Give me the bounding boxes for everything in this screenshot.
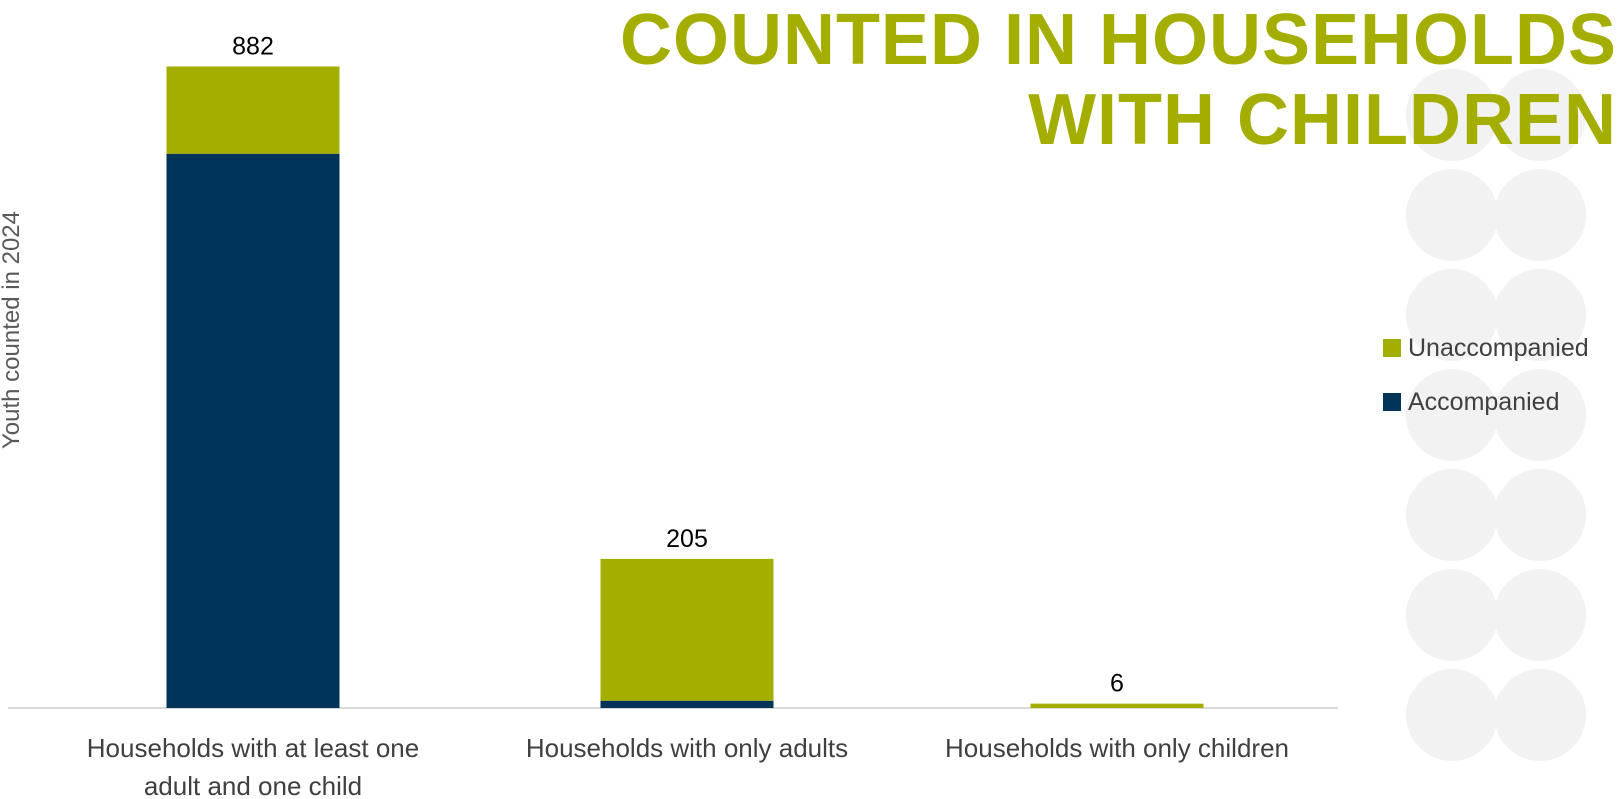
decor-dot — [1494, 269, 1586, 361]
decor-dot — [1406, 69, 1498, 161]
legend-swatch-unaccompanied — [1383, 339, 1401, 357]
decor-dot — [1494, 369, 1586, 461]
bar-segment-accompanied — [166, 153, 340, 709]
legend-swatch-accompanied — [1383, 393, 1401, 411]
legend-label-unaccompanied: Unaccompanied — [1408, 333, 1589, 362]
x-tick-label: Households with only children — [945, 733, 1289, 763]
decor-dot — [1494, 69, 1586, 161]
legend-label-accompanied: Accompanied — [1408, 387, 1560, 416]
decor-dot — [1406, 569, 1498, 661]
decor-dot — [1494, 169, 1586, 261]
decor-dot — [1406, 669, 1498, 761]
bar-segment-accompanied — [600, 700, 774, 708]
decor-dot — [1406, 269, 1498, 361]
legend-item-unaccompanied: Unaccompanied — [1383, 321, 1589, 375]
chart-title-line-2: WITH CHILDREN — [1028, 80, 1617, 160]
legend-item-accompanied: Accompanied — [1383, 375, 1589, 429]
decor-dot — [1406, 469, 1498, 561]
decor-dot — [1494, 669, 1586, 761]
decor-dot — [1494, 469, 1586, 561]
decor-dot — [1494, 569, 1586, 661]
chart-title: COUNTED IN HOUSEHOLDS WITH CHILDREN — [620, 0, 1617, 160]
bar-total-label: 6 — [1110, 670, 1124, 698]
bar-total-label: 205 — [666, 525, 708, 553]
bar-segment-unaccompanied — [1030, 703, 1204, 708]
chart-title-line-1: COUNTED IN HOUSEHOLDS — [619, 0, 1617, 80]
bar-segment-unaccompanied — [600, 558, 774, 701]
decor-dot — [1406, 369, 1498, 461]
bar-segment-unaccompanied — [166, 66, 340, 154]
decor-dot — [1406, 169, 1498, 261]
chart-legend: Unaccompanied Accompanied — [1383, 321, 1589, 429]
x-tick-label: Households with at least one adult and on… — [87, 733, 419, 799]
x-tick-label: Households with only adults — [526, 733, 848, 763]
bar-total-label: 882 — [232, 32, 274, 60]
